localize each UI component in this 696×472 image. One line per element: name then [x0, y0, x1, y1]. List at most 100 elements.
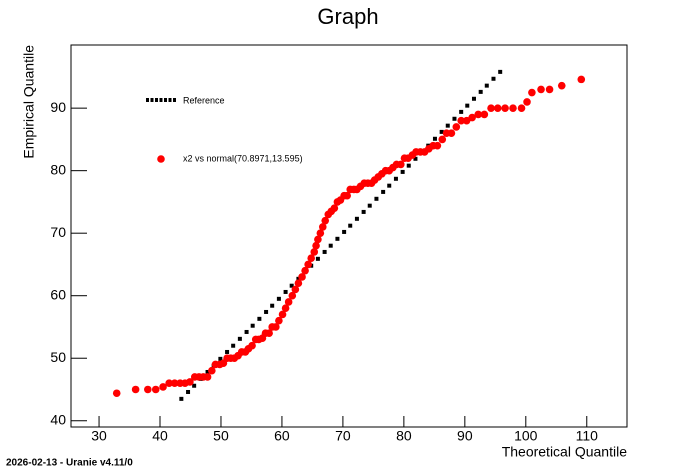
data-point [487, 104, 495, 112]
legend-label: Reference [183, 95, 225, 105]
data-point [272, 323, 280, 331]
data-point [537, 85, 545, 94]
x-tick-label: 110 [576, 428, 599, 444]
data-point [528, 88, 536, 97]
data-point [291, 285, 300, 294]
data-point [112, 389, 121, 398]
data-point [447, 129, 456, 137]
reference-point [432, 136, 437, 141]
reference-point [381, 189, 386, 194]
reference-point [498, 69, 503, 74]
reference-point [225, 349, 230, 354]
data-point [203, 373, 212, 381]
data-point [557, 81, 566, 90]
reference-point [361, 209, 366, 214]
data-point [517, 104, 526, 112]
data-point [468, 113, 476, 122]
data-point [397, 160, 405, 169]
x-tick-label: 70 [335, 428, 351, 444]
reference-point [484, 83, 489, 88]
legend-marker [157, 155, 165, 163]
data-point [433, 141, 442, 150]
reference-point [264, 309, 269, 314]
data-point [170, 379, 179, 388]
data-point [248, 341, 256, 350]
reference-point [186, 389, 191, 394]
data-point [438, 135, 447, 144]
reference-point [335, 236, 340, 241]
data-point [318, 223, 327, 231]
data-point [301, 266, 309, 275]
x-axis-title: Theoretical Quantile [502, 444, 628, 460]
data-point [294, 279, 303, 288]
reference-point [374, 196, 379, 201]
reference-point [250, 323, 255, 328]
data-point [131, 385, 140, 394]
data-point [151, 385, 160, 394]
data-point [480, 110, 489, 119]
reference-point [237, 336, 242, 341]
x-tick-label: 30 [91, 428, 107, 444]
legend-label: x2 vs normal(70.8971,13.595) [183, 153, 303, 163]
data-point [298, 273, 306, 281]
reference-point [276, 296, 281, 301]
data-point [265, 329, 273, 338]
reference-point [257, 316, 262, 321]
data-point [330, 204, 339, 212]
reference-point [400, 169, 405, 174]
reference-point [296, 276, 301, 281]
chart-title: Graph [317, 4, 378, 29]
y-tick-label: 60 [50, 286, 66, 302]
data-point [275, 316, 283, 325]
x-tick-label: 40 [152, 428, 168, 444]
data-point [501, 104, 509, 112]
reference-point [342, 229, 347, 234]
reference-point [328, 243, 333, 248]
reference-point [465, 103, 470, 108]
reference-point [471, 96, 476, 101]
reference-point [231, 343, 236, 348]
reference-point [244, 329, 249, 334]
reference-point [413, 156, 418, 161]
data-point [159, 383, 167, 391]
reference-point [192, 383, 197, 388]
x-tick-label: 90 [457, 428, 473, 444]
footer: 2026-02-13 - Uranie v4.11/0 [6, 458, 133, 469]
data-point [165, 379, 173, 388]
x-tick-label: 80 [396, 428, 412, 444]
data-point [523, 98, 531, 106]
reference-point [283, 289, 288, 294]
data-point [452, 123, 461, 131]
data-point [314, 235, 322, 244]
data-point [144, 385, 152, 394]
y-tick-label: 50 [50, 349, 66, 365]
reference-point [491, 76, 496, 81]
y-tick-label: 70 [50, 224, 66, 240]
data-point [310, 248, 319, 256]
data-point [278, 310, 287, 319]
reference-point [354, 216, 359, 221]
reference-point [205, 369, 210, 374]
reference-point [315, 256, 320, 261]
data-point [493, 104, 502, 112]
reference-point [218, 356, 223, 361]
data-point [304, 260, 312, 269]
data-point [316, 229, 325, 237]
data-point [509, 104, 517, 112]
data-point [577, 75, 586, 84]
reference-point [393, 176, 398, 181]
x-tick-label: 60 [274, 428, 290, 444]
data-point [208, 366, 216, 375]
data-point [545, 85, 554, 94]
x-tick-label: 100 [514, 428, 538, 444]
data-point [312, 241, 320, 250]
reference-point [270, 303, 275, 308]
data-point [343, 191, 351, 200]
data-point [321, 216, 330, 225]
reference-point [387, 183, 392, 188]
reference-point [478, 89, 483, 94]
reference-point [439, 129, 444, 134]
reference-point [322, 249, 327, 254]
